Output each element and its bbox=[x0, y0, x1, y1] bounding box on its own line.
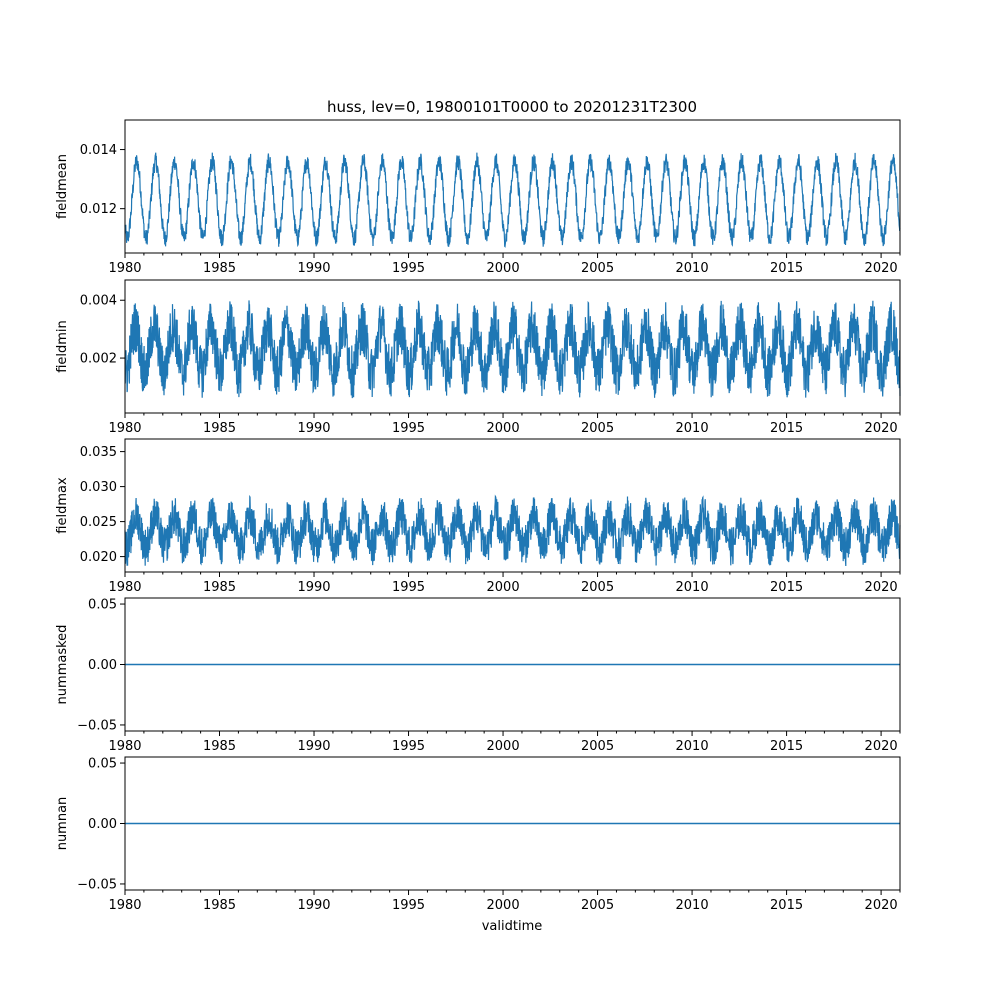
y-tick-label: 0.05 bbox=[88, 598, 117, 613]
x-tick-label: 1995 bbox=[392, 421, 425, 436]
x-tick-label: 1990 bbox=[297, 739, 330, 754]
x-tick-label: 2020 bbox=[865, 739, 898, 754]
y-tick-label: −0.05 bbox=[77, 877, 117, 892]
x-tick-label: 1980 bbox=[108, 261, 141, 276]
x-tick-label: 2015 bbox=[770, 580, 803, 595]
x-tick-label: 2000 bbox=[487, 580, 520, 595]
subplot-stack: 1980 1985 1990 1995 2000 2005 2010 2015 2020 0.01… bbox=[55, 119, 901, 913]
x-tick-label: 2020 bbox=[865, 261, 898, 276]
x-tick-label: 2005 bbox=[581, 898, 614, 913]
x-tick-label: 1990 bbox=[297, 898, 330, 913]
y-tick-label: 0.012 bbox=[80, 202, 117, 217]
x-tick-label: 2010 bbox=[676, 421, 709, 436]
x-tick-label: 2005 bbox=[581, 580, 614, 595]
axes-frame bbox=[124, 279, 901, 414]
subplot-nummasked: 1980 1985 1990 1995 2000 2005 2010 2015 2020 −0.0… bbox=[55, 597, 901, 754]
subplot-numnan: 1980 1985 1990 1995 2000 2005 2010 2015 2020 −0.0… bbox=[55, 756, 901, 913]
x-tick-label: 2005 bbox=[581, 261, 614, 276]
subplot-fieldmax: 1980 1985 1990 1995 2000 2005 2010 2015 2020 0.02… bbox=[55, 438, 901, 595]
x-axis-label: validtime bbox=[482, 919, 543, 934]
x-tick-label: 1980 bbox=[108, 580, 141, 595]
y-tick-label: 0.030 bbox=[80, 480, 117, 495]
y-tick-label: 0.025 bbox=[80, 515, 117, 530]
x-tick-label: 2010 bbox=[676, 580, 709, 595]
x-tick-label: 2015 bbox=[770, 421, 803, 436]
x-tick-label: 2000 bbox=[487, 898, 520, 913]
x-tick-label: 2020 bbox=[865, 898, 898, 913]
x-tick-label: 2005 bbox=[581, 739, 614, 754]
x-tick-label: 2010 bbox=[676, 898, 709, 913]
axes-frame bbox=[124, 438, 901, 573]
series-line-fieldmin bbox=[124, 300, 901, 399]
x-tick-label: 2000 bbox=[487, 739, 520, 754]
x-tick-label: 1995 bbox=[392, 898, 425, 913]
figure-title: huss, lev=0, 19800101T0000 to 20201231T2… bbox=[327, 98, 697, 116]
y-tick-label: 0.035 bbox=[80, 445, 117, 460]
x-tick-label: 1985 bbox=[203, 261, 236, 276]
y-tick-label: 0.014 bbox=[80, 143, 117, 158]
y-tick-label: 0.002 bbox=[80, 352, 117, 367]
x-tick-label: 2015 bbox=[770, 898, 803, 913]
y-axis-label: fieldmax bbox=[55, 477, 70, 534]
y-axis-label: numnan bbox=[55, 797, 70, 851]
x-tick-label: 1985 bbox=[203, 898, 236, 913]
x-tick-label: 2015 bbox=[770, 739, 803, 754]
y-tick-label: 0.00 bbox=[88, 658, 117, 673]
subplot-fieldmin: 1980 1985 1990 1995 2000 2005 2010 2015 2020 0.00… bbox=[55, 279, 901, 436]
x-tick-label: 2020 bbox=[865, 421, 898, 436]
y-axis-label: fieldmean bbox=[55, 154, 70, 219]
x-tick-label: 2010 bbox=[676, 739, 709, 754]
x-tick-label: 2010 bbox=[676, 261, 709, 276]
y-tick-label: −0.05 bbox=[77, 718, 117, 733]
x-tick-label: 2000 bbox=[487, 421, 520, 436]
x-tick-label: 2000 bbox=[487, 261, 520, 276]
series-line-fieldmax bbox=[124, 494, 901, 567]
y-axis-label: nummasked bbox=[55, 625, 70, 705]
x-tick-label: 1990 bbox=[297, 261, 330, 276]
x-tick-label: 1995 bbox=[392, 261, 425, 276]
y-tick-label: 0.004 bbox=[80, 294, 117, 309]
x-tick-label: 1980 bbox=[108, 739, 141, 754]
y-tick-label: 0.05 bbox=[88, 757, 117, 772]
x-tick-label: 1985 bbox=[203, 580, 236, 595]
y-tick-label: 0.00 bbox=[88, 817, 117, 832]
x-tick-label: 1990 bbox=[297, 580, 330, 595]
x-tick-label: 1980 bbox=[108, 898, 141, 913]
series-line-fieldmean bbox=[124, 152, 901, 248]
axes-frame bbox=[124, 119, 901, 254]
y-axis-label: fieldmin bbox=[55, 320, 70, 373]
x-tick-label: 1995 bbox=[392, 739, 425, 754]
x-tick-label: 2005 bbox=[581, 421, 614, 436]
subplot-fieldmean: 1980 1985 1990 1995 2000 2005 2010 2015 2020 0.01… bbox=[55, 119, 901, 276]
x-tick-label: 1995 bbox=[392, 580, 425, 595]
x-tick-label: 2015 bbox=[770, 261, 803, 276]
x-tick-label: 1985 bbox=[203, 739, 236, 754]
x-tick-label: 1980 bbox=[108, 421, 141, 436]
x-tick-label: 1990 bbox=[297, 421, 330, 436]
x-tick-label: 2020 bbox=[865, 580, 898, 595]
y-tick-label: 0.020 bbox=[80, 550, 117, 565]
x-tick-label: 1985 bbox=[203, 421, 236, 436]
